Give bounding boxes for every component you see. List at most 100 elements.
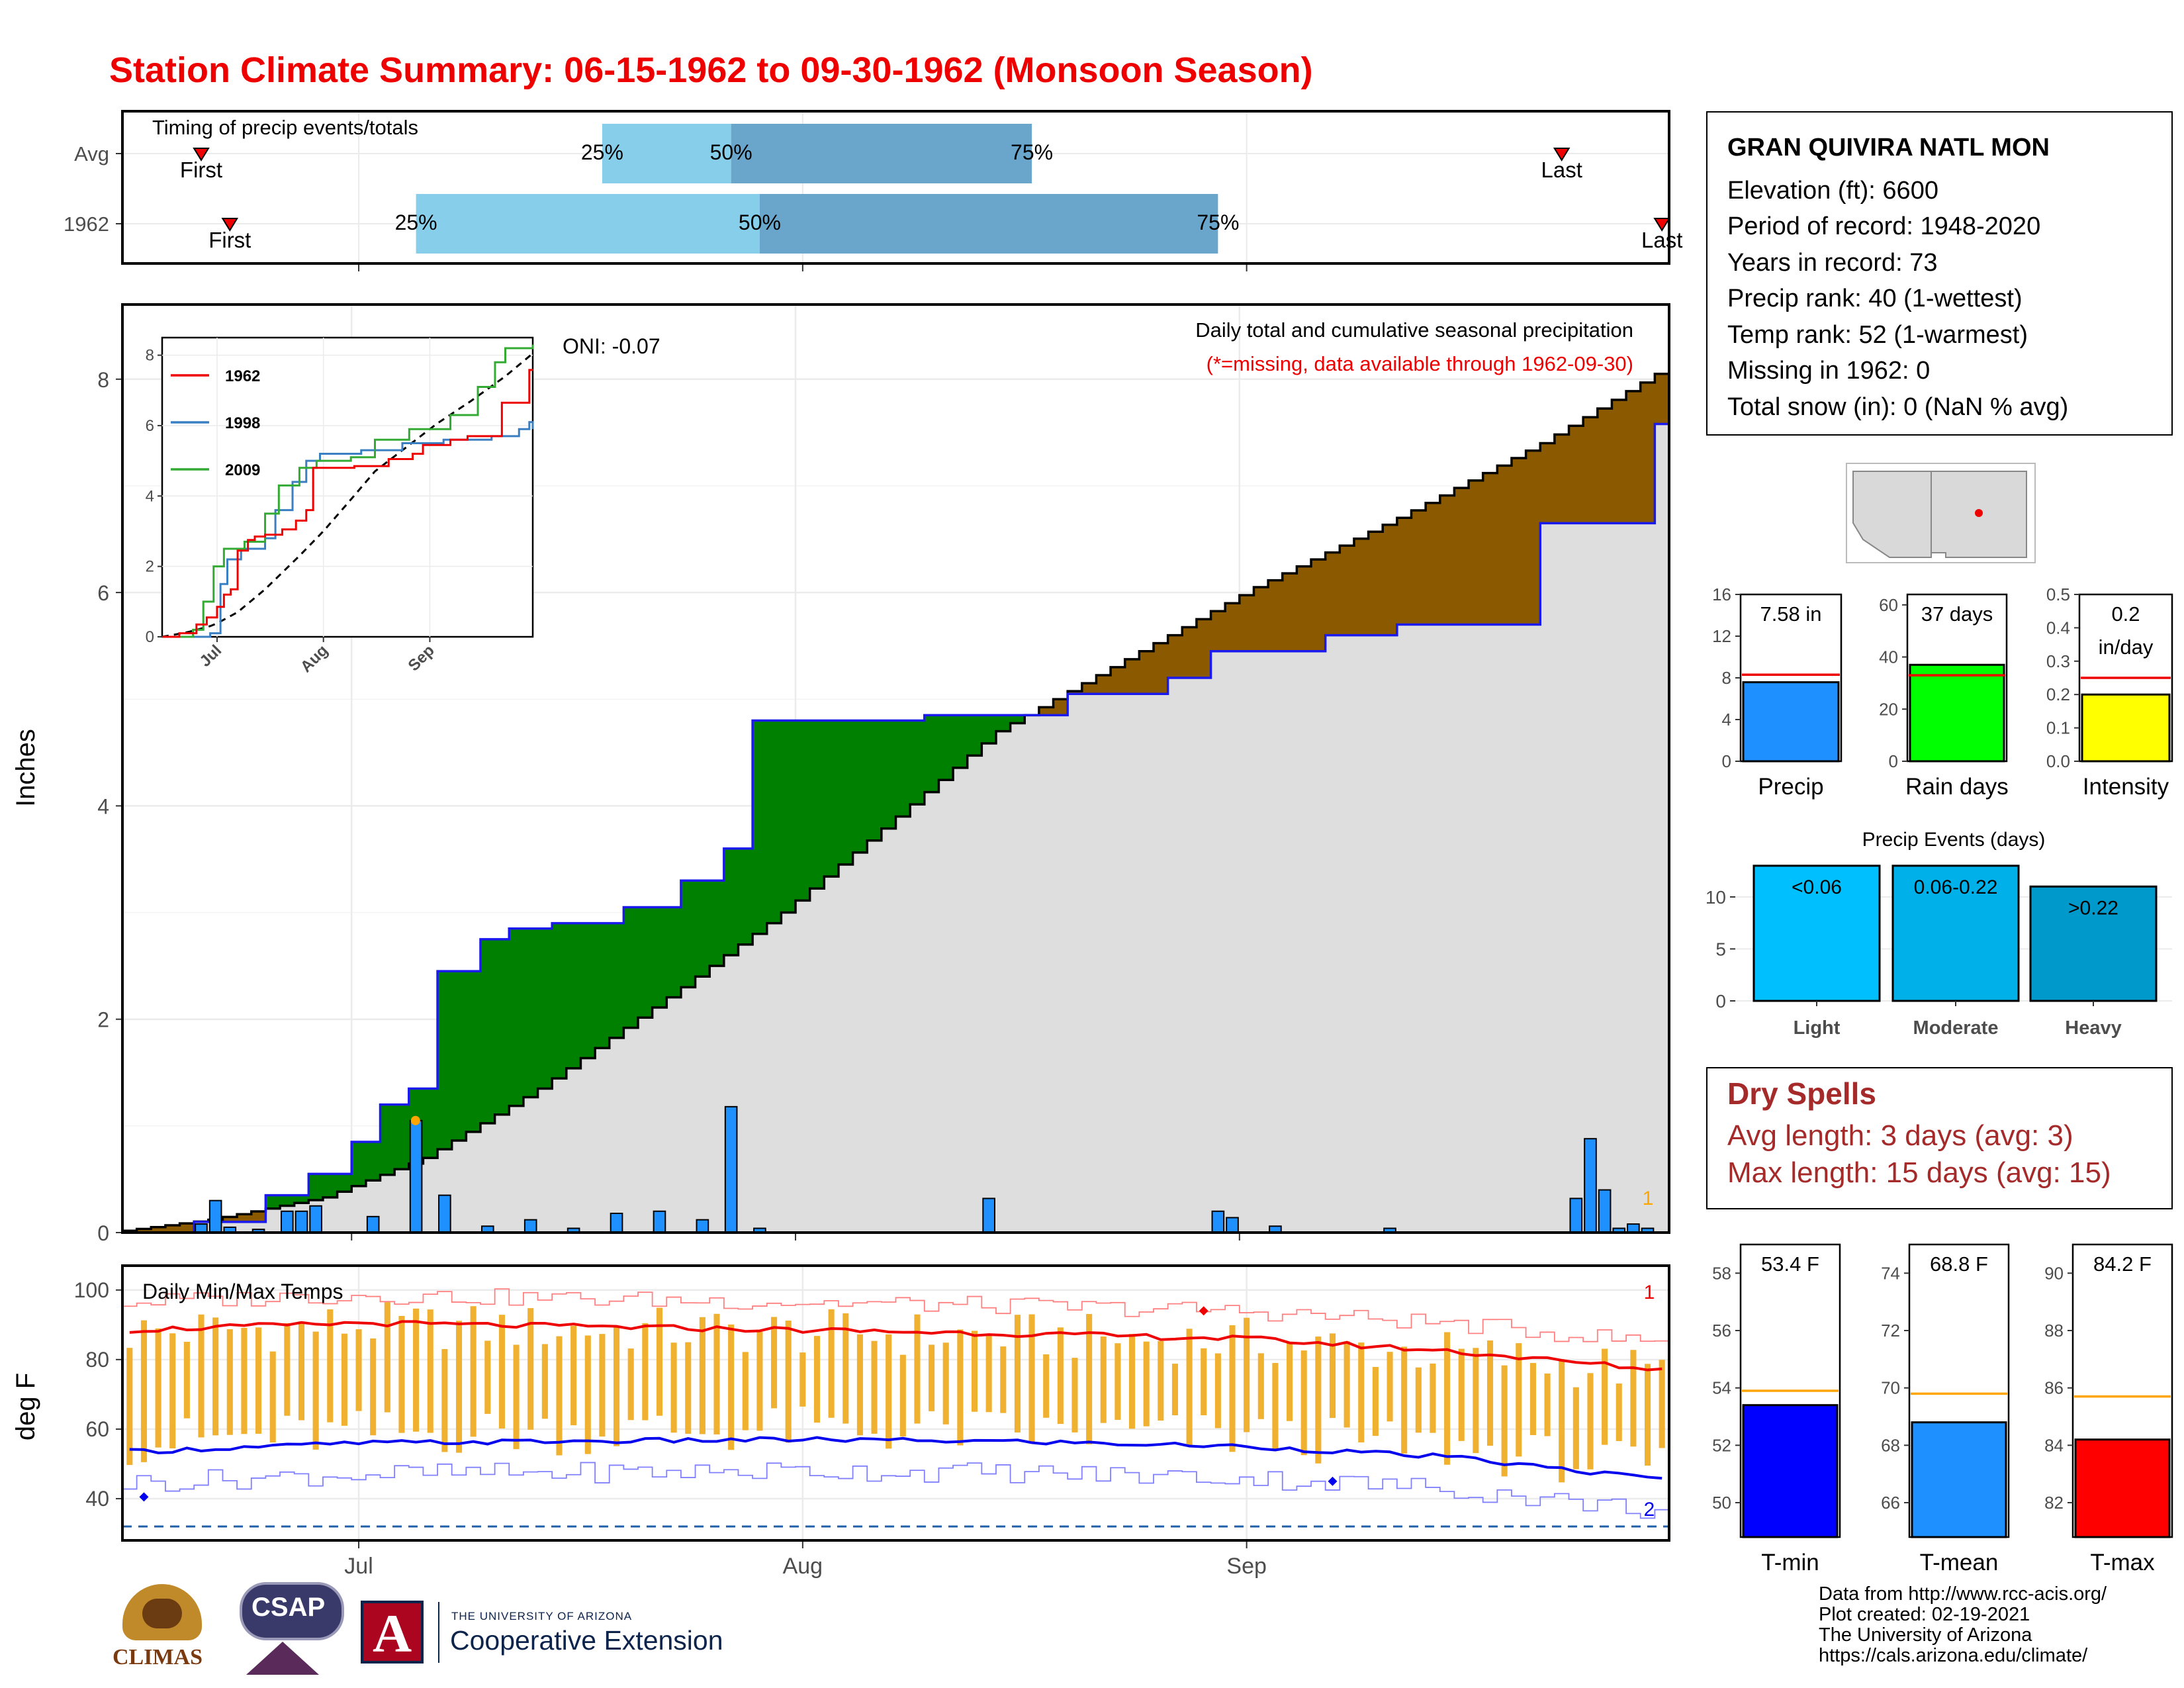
below-average-fill <box>1511 458 1527 625</box>
cumulative-base-fill <box>1469 624 1484 1233</box>
daily-precip-bar <box>523 1219 537 1234</box>
cumulative-base-fill <box>1597 523 1613 1233</box>
daily-precip-bar <box>409 1119 423 1233</box>
cumulative-base-fill <box>1024 715 1040 1233</box>
above-average-fill <box>494 939 510 1115</box>
events-bar-label: <0.06 <box>1792 876 1842 898</box>
figure-title: Station Climate Summary: 06-15-1962 to 0… <box>109 50 1313 90</box>
intensity-y-tick-label: 0.3 <box>2046 651 2070 671</box>
station-elevation: Elevation (ft): 6600 <box>1727 176 1938 205</box>
daily-temp-range-bar <box>1244 1317 1250 1432</box>
record-min-line <box>122 1462 1669 1519</box>
record-max-line <box>122 1288 1669 1342</box>
cumulative-base-fill <box>1068 694 1083 1233</box>
daily-temp-range-bar <box>1587 1373 1594 1470</box>
timing-panel-border <box>121 110 1670 265</box>
average-tmax-line <box>129 1320 1662 1372</box>
main-y-tick-label: 4 <box>97 794 109 818</box>
daily-temp-range-bar <box>1329 1333 1336 1419</box>
daily-precip-bar <box>696 1219 709 1234</box>
cumulative-base-fill <box>237 1221 252 1233</box>
above-average-fill <box>738 848 753 945</box>
record-count-label: 1 <box>1643 1188 1654 1209</box>
cumulative-base-fill <box>967 755 982 1233</box>
daily-temp-range-bar <box>1128 1334 1136 1429</box>
cumulative-base-fill <box>910 804 925 1233</box>
tmean-summary-y-tick-label: 72 <box>1881 1321 1900 1340</box>
dry-spells-box: Dry Spells Avg length: 3 days (avg: 3) M… <box>1706 1067 2173 1209</box>
daily-temp-range-bar <box>985 1335 992 1413</box>
below-average-fill <box>1368 532 1383 635</box>
tmax-summary-y-tick-label: 88 <box>2044 1321 2064 1340</box>
daily-temp-range-bar <box>1387 1352 1393 1422</box>
above-average-fill <box>938 715 954 780</box>
below-average-fill <box>1383 524 1398 635</box>
credit-source: Data from http://www.rcc-acis.org/ <box>1819 1583 2107 1605</box>
cumulative-base-fill <box>895 816 911 1233</box>
intensity-y-tick-label: 0.1 <box>2046 718 2070 738</box>
cumulative-base-fill <box>1182 678 1197 1233</box>
above-average-fill <box>838 720 854 865</box>
daily-temp-range-bar <box>1415 1367 1422 1433</box>
station-missing: Missing in 1962: 0 <box>1727 357 1931 385</box>
daily-temp-range-bar <box>470 1306 477 1437</box>
tmean-summary-y-tick-label: 70 <box>1881 1378 1900 1398</box>
above-average-fill <box>451 971 467 1141</box>
intensity-y-tick-label: 0.5 <box>2046 585 2070 604</box>
above-average-fill <box>1010 715 1025 724</box>
temp-panel-bg <box>122 1266 1669 1540</box>
last-event-label: Last <box>1641 228 1682 252</box>
cumulative-base-fill <box>351 1186 367 1233</box>
below-average-fill <box>1640 382 1655 524</box>
station-name: GRAN QUIVIRA NATL MON <box>1727 134 2050 162</box>
cumulative-1962-line <box>122 422 1669 1234</box>
station-info-box: GRAN QUIVIRA NATL MON Elevation (ft): 66… <box>1706 111 2173 436</box>
below-average-fill <box>1196 619 1212 679</box>
daily-temp-range-bar <box>284 1323 291 1416</box>
precip-total-y-tick-label: 12 <box>1712 626 1731 646</box>
temp-y-tick-label: 80 <box>85 1348 109 1372</box>
first-event-marker <box>193 148 210 162</box>
above-average-fill <box>380 1104 395 1175</box>
intensity-label: Intensity <box>2083 774 2169 800</box>
daily-precip-bar <box>208 1199 222 1233</box>
daily-temp-range-bar <box>942 1342 949 1425</box>
cumulative-base-fill <box>1081 694 1097 1233</box>
intensity-value-label: in/day <box>2099 635 2154 659</box>
tmin-summary-y-tick-label: 56 <box>1712 1321 1731 1340</box>
daily-precip-bar <box>1211 1210 1225 1234</box>
cumulative-base-fill <box>1340 635 1355 1233</box>
cumulative-base-fill <box>466 1131 481 1233</box>
daily-temp-range-bar <box>1559 1359 1565 1483</box>
rain-days-value-bar <box>1909 663 2005 763</box>
daily-temp-range-bar <box>1516 1343 1522 1457</box>
temp-x-tick-label: Jul <box>344 1554 373 1579</box>
daily-temp-range-bar <box>1315 1336 1322 1464</box>
tmean-summary-label: T-mean <box>1920 1550 1999 1575</box>
temp-x-tick-label: Sep <box>1226 1554 1267 1579</box>
timing-bar-q50-q75 <box>759 194 1218 254</box>
tmin-summary-y-tick-label: 52 <box>1712 1435 1731 1455</box>
below-average-fill <box>1497 465 1512 625</box>
cumulative-base-fill <box>652 1007 667 1233</box>
csap-logo: CSAP <box>233 1582 349 1681</box>
daily-temp-range-bar <box>169 1333 176 1448</box>
cumulative-base-fill <box>1225 651 1240 1233</box>
cumulative-base-fill <box>1325 635 1340 1233</box>
daily-temp-range-bar <box>828 1309 835 1418</box>
inset-1962-line <box>162 369 533 638</box>
precip-total-value-bar <box>1742 681 1840 763</box>
cumulative-base-fill <box>265 1208 281 1233</box>
cumulative-base-fill <box>1583 523 1598 1233</box>
tmean-summary-value-bar <box>1911 1421 2007 1538</box>
daily-temp-range-bar <box>742 1352 749 1430</box>
missing-data-note: (*=missing, data available through 1962-… <box>1206 352 1633 375</box>
precip-total-y-tick-label: 4 <box>1722 710 1731 729</box>
daily-temp-range-bar <box>226 1329 233 1435</box>
daily-temp-range-bar <box>140 1320 148 1462</box>
daily-temp-range-bar <box>1272 1362 1279 1451</box>
below-average-fill <box>1096 675 1111 694</box>
below-average-fill <box>1454 488 1469 625</box>
daily-temp-range-bar <box>1343 1341 1350 1428</box>
cumulative-base-fill <box>938 780 954 1233</box>
